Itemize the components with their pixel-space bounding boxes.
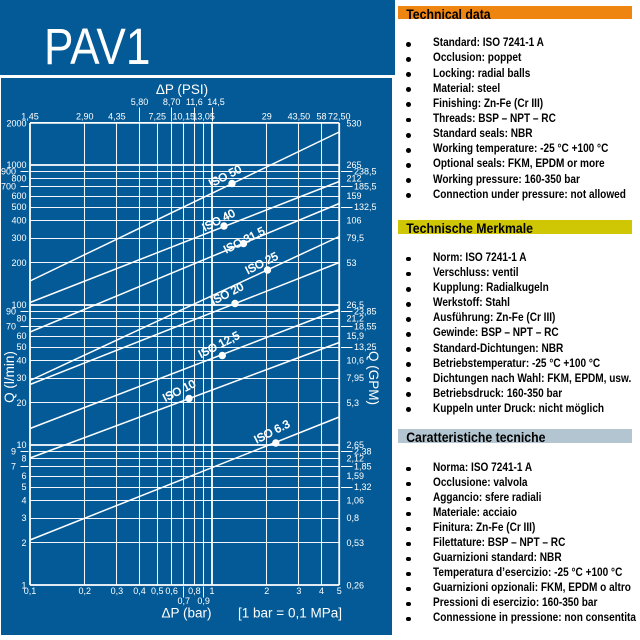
svg-text:212: 212	[347, 174, 362, 184]
svg-text:0,7: 0,7	[178, 596, 191, 606]
svg-text:0,1: 0,1	[24, 586, 37, 596]
svg-text:6: 6	[21, 471, 26, 481]
svg-text:200: 200	[11, 258, 26, 268]
svg-text:43,50: 43,50	[288, 112, 311, 122]
svg-text:185,5: 185,5	[354, 182, 377, 192]
svg-text:106: 106	[347, 216, 362, 226]
svg-text:7,95: 7,95	[347, 373, 365, 383]
svg-text:4: 4	[319, 586, 324, 596]
svg-text:ΔP (bar): ΔP (bar)	[161, 606, 211, 621]
svg-text:0,8: 0,8	[347, 513, 360, 523]
svg-text:ΔP (PSI): ΔP (PSI)	[156, 82, 208, 97]
svg-text:21,2: 21,2	[347, 314, 365, 324]
svg-text:15,9: 15,9	[347, 331, 365, 341]
svg-text:238,5: 238,5	[354, 166, 377, 176]
svg-text:70: 70	[6, 322, 16, 332]
svg-text:5,80: 5,80	[131, 97, 149, 107]
svg-text:265: 265	[347, 160, 362, 170]
svg-text:0,3: 0,3	[111, 586, 124, 596]
svg-text:90: 90	[6, 306, 16, 316]
svg-text:900: 900	[1, 166, 16, 176]
svg-text:2: 2	[264, 586, 269, 596]
svg-text:1,32: 1,32	[354, 482, 372, 492]
svg-text:132,5: 132,5	[354, 202, 377, 212]
svg-text:10: 10	[16, 440, 26, 450]
svg-text:1: 1	[209, 586, 214, 596]
svg-text:0,26: 0,26	[347, 581, 365, 591]
svg-text:2,38: 2,38	[354, 446, 372, 456]
svg-text:Q (GPM): Q (GPM)	[366, 351, 381, 405]
svg-text:0,4: 0,4	[133, 586, 146, 596]
svg-text:0,6: 0,6	[165, 586, 178, 596]
svg-text:0,8: 0,8	[188, 586, 201, 596]
svg-text:13,05: 13,05	[192, 112, 215, 122]
svg-text:800: 800	[11, 174, 26, 184]
svg-text:10,6: 10,6	[347, 356, 365, 366]
svg-text:1: 1	[21, 581, 26, 591]
svg-text:30: 30	[16, 373, 26, 383]
svg-text:1,59: 1,59	[347, 471, 365, 481]
svg-text:Q (l/min): Q (l/min)	[2, 351, 17, 403]
svg-text:11,6: 11,6	[186, 97, 203, 107]
svg-text:1,85: 1,85	[354, 462, 372, 472]
svg-text:8,70: 8,70	[163, 97, 181, 107]
svg-text:[1 bar = 0,1 MPa]: [1 bar = 0,1 MPa]	[238, 606, 342, 621]
svg-text:3: 3	[21, 513, 26, 523]
svg-text:40: 40	[16, 356, 26, 366]
svg-text:53: 53	[347, 258, 357, 268]
svg-text:0,5: 0,5	[151, 586, 164, 596]
svg-text:0,2: 0,2	[79, 586, 92, 596]
svg-text:79,5: 79,5	[347, 233, 365, 243]
svg-text:10,15: 10,15	[173, 112, 196, 122]
svg-text:2,65: 2,65	[347, 440, 365, 450]
svg-text:3: 3	[296, 586, 301, 596]
svg-text:18,55: 18,55	[354, 322, 377, 332]
svg-text:50: 50	[16, 342, 26, 352]
svg-text:2: 2	[21, 538, 26, 548]
svg-text:600: 600	[11, 191, 26, 201]
svg-text:13,25: 13,25	[354, 342, 377, 352]
svg-text:2,12: 2,12	[347, 454, 365, 464]
svg-text:2000: 2000	[6, 119, 26, 129]
svg-text:7,25: 7,25	[148, 112, 166, 122]
svg-text:23,85: 23,85	[354, 306, 377, 316]
svg-text:500: 500	[11, 202, 26, 212]
svg-text:2,90: 2,90	[76, 112, 94, 122]
svg-text:5: 5	[337, 586, 342, 596]
svg-text:14,5: 14,5	[207, 97, 225, 107]
svg-text:8: 8	[21, 454, 26, 464]
svg-text:4: 4	[21, 496, 26, 506]
svg-text:1,45: 1,45	[21, 112, 39, 122]
svg-text:0,9: 0,9	[197, 596, 210, 606]
svg-text:9: 9	[11, 446, 16, 456]
svg-text:4,35: 4,35	[108, 112, 126, 122]
svg-text:7: 7	[11, 462, 16, 472]
svg-text:5,3: 5,3	[347, 398, 360, 408]
svg-text:1,06: 1,06	[347, 496, 365, 506]
svg-text:1000: 1000	[6, 160, 26, 170]
svg-text:700: 700	[1, 182, 16, 192]
svg-text:530: 530	[347, 119, 362, 129]
svg-text:26,5: 26,5	[347, 300, 365, 310]
svg-text:159: 159	[347, 191, 362, 201]
svg-text:5: 5	[21, 482, 26, 492]
svg-text:80: 80	[16, 314, 26, 324]
svg-text:29: 29	[262, 112, 272, 122]
svg-text:0,53: 0,53	[347, 538, 365, 548]
svg-text:20: 20	[16, 398, 26, 408]
svg-text:100: 100	[11, 300, 26, 310]
svg-text:400: 400	[11, 216, 26, 226]
svg-text:300: 300	[11, 233, 26, 243]
svg-text:58: 58	[317, 112, 327, 122]
svg-text:60: 60	[16, 331, 26, 341]
svg-text:72,50: 72,50	[328, 112, 351, 122]
